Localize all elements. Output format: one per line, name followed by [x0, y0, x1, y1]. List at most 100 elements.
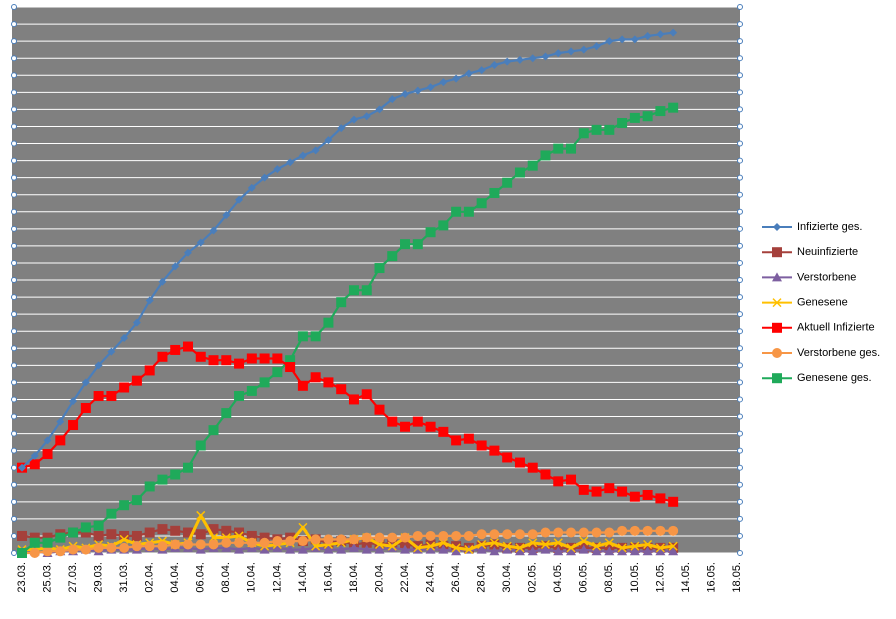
marker	[629, 112, 640, 123]
marker	[119, 382, 130, 393]
series-line	[21, 31, 674, 469]
tick-mark	[737, 191, 743, 198]
tick-mark	[737, 4, 743, 10]
tick-mark	[11, 379, 17, 386]
marker	[566, 527, 577, 538]
marker	[489, 445, 500, 456]
legend-label: Aktuell Infizierte	[797, 322, 875, 334]
marker	[209, 226, 218, 235]
marker	[42, 537, 53, 548]
marker	[246, 385, 257, 396]
marker	[324, 136, 333, 145]
marker	[527, 529, 538, 540]
marker	[629, 546, 640, 556]
marker	[578, 484, 589, 495]
marker	[668, 496, 679, 507]
tick-mark	[11, 208, 17, 215]
tick-mark	[11, 550, 17, 556]
marker	[42, 449, 53, 460]
marker	[182, 539, 193, 550]
marker	[361, 285, 372, 296]
tick-mark	[11, 481, 17, 488]
marker	[131, 495, 142, 506]
marker	[630, 541, 640, 551]
marker	[183, 248, 192, 257]
marker	[260, 173, 269, 182]
marker	[387, 251, 398, 262]
marker	[401, 90, 410, 99]
marker	[375, 105, 384, 114]
marker	[157, 351, 168, 362]
marker	[93, 391, 104, 402]
x-tick-label: 20.04.	[373, 562, 385, 593]
marker	[55, 435, 66, 446]
marker	[336, 297, 347, 308]
legend-label: Verstorbene ges.	[797, 347, 880, 359]
legend-label: Genesene	[797, 297, 848, 309]
marker	[412, 239, 423, 250]
tick-mark	[737, 464, 743, 471]
tick-mark	[11, 38, 17, 45]
marker	[221, 355, 232, 366]
marker	[144, 481, 155, 492]
marker	[514, 546, 525, 556]
x-tick-label: 12.04.	[271, 562, 283, 593]
tick-mark	[737, 379, 743, 386]
tick-mark	[737, 430, 743, 437]
marker	[29, 537, 40, 548]
marker	[297, 331, 308, 342]
tick-mark	[737, 550, 743, 556]
marker	[259, 377, 270, 388]
tick-mark	[737, 498, 743, 505]
marker	[285, 536, 296, 547]
tick-mark	[11, 447, 17, 454]
marker	[195, 529, 206, 540]
tick-mark	[737, 396, 743, 403]
marker	[336, 544, 347, 554]
marker	[643, 539, 653, 549]
marker	[591, 124, 602, 135]
marker	[18, 463, 26, 472]
marker	[604, 124, 615, 135]
marker	[361, 544, 372, 554]
marker	[566, 474, 577, 485]
marker	[591, 486, 602, 497]
marker	[629, 491, 640, 502]
marker	[617, 486, 628, 497]
marker	[503, 57, 512, 66]
marker	[514, 167, 525, 178]
marker	[655, 546, 666, 556]
series-line	[21, 528, 674, 549]
marker	[489, 546, 500, 556]
marker	[285, 544, 296, 554]
marker	[387, 416, 398, 427]
marker	[30, 451, 39, 460]
marker	[463, 530, 474, 541]
legend-label: Verstorbene	[797, 271, 856, 283]
marker	[412, 416, 423, 427]
marker	[527, 546, 538, 556]
tick-mark	[11, 294, 17, 301]
series-line	[21, 106, 674, 554]
marker	[451, 435, 462, 446]
tick-mark	[11, 4, 17, 10]
tick-mark	[737, 225, 743, 232]
marker	[195, 440, 206, 451]
tick-mark	[11, 174, 17, 181]
marker	[669, 28, 678, 37]
tick-mark	[737, 362, 743, 369]
marker	[579, 45, 588, 54]
marker	[425, 530, 436, 541]
marker	[591, 546, 602, 556]
marker	[502, 541, 512, 551]
tick-mark	[737, 89, 743, 96]
marker	[400, 532, 411, 543]
marker	[553, 538, 563, 548]
marker	[131, 541, 142, 552]
marker	[362, 112, 371, 121]
tick-mark	[737, 277, 743, 283]
marker	[490, 61, 499, 70]
marker	[246, 537, 257, 548]
marker	[374, 263, 385, 274]
marker	[348, 534, 359, 545]
